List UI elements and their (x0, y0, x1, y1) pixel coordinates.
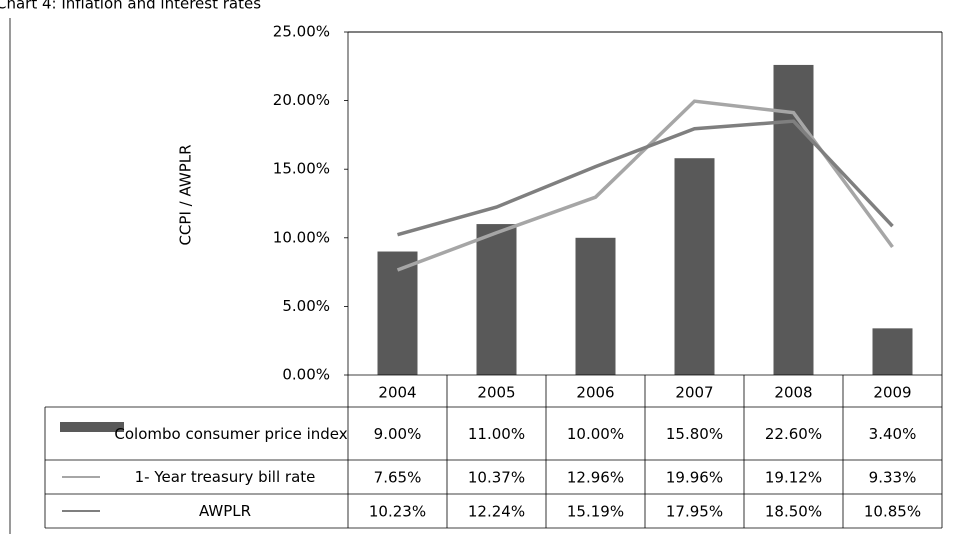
x-tick-label: 2009 (873, 384, 911, 402)
table-value: 10.85% (864, 503, 921, 521)
line (397, 119, 894, 237)
y-tick-label: 0.00% (282, 366, 330, 384)
y-tick-label: 20.00% (273, 91, 330, 109)
bar (377, 251, 418, 375)
bar (872, 328, 913, 375)
table-value: 17.95% (666, 503, 723, 521)
y-tick-label: 5.00% (282, 297, 330, 315)
table-value: 15.80% (666, 425, 723, 443)
legend-label-box: Colombo consumer price index (114, 424, 348, 443)
y-tick-label: 10.00% (273, 228, 330, 246)
y-tick-label: 15.00% (273, 160, 330, 178)
line (396, 99, 894, 272)
table-value: 3.40% (869, 425, 917, 443)
table-value: 15.19% (567, 503, 624, 521)
y-axis-label: CCPI / AWPLR (177, 144, 195, 245)
x-tick-label: 2007 (675, 384, 713, 402)
x-tick-label: 2004 (378, 384, 416, 402)
table-value: 19.12% (765, 469, 822, 487)
x-tick-label: 2008 (774, 384, 812, 402)
legend-label: Colombo consumer price index (114, 424, 348, 443)
legend-label: AWPLR (198, 502, 252, 520)
bar (575, 237, 616, 375)
chart-title: Chart 4: Inflation and interest rates (0, 0, 261, 13)
bar (674, 158, 715, 375)
table-value: 7.65% (374, 469, 422, 487)
y-tick-label: 25.00% (273, 23, 330, 41)
legend-key (60, 422, 124, 432)
x-tick-label: 2005 (477, 384, 515, 402)
table-value: 19.96% (666, 469, 723, 487)
bar (773, 64, 814, 375)
table-value: 10.00% (567, 425, 624, 443)
table-value: 11.00% (468, 425, 525, 443)
table-value: 9.33% (869, 469, 917, 487)
table-value: 12.24% (468, 503, 525, 521)
table-value: 12.96% (567, 469, 624, 487)
legend-label-box: AWPLR (198, 502, 252, 520)
bar (476, 224, 517, 375)
table-value: 22.60% (765, 425, 822, 443)
table-value: 9.00% (374, 425, 422, 443)
legend-label: 1- Year treasury bill rate (134, 468, 316, 486)
x-tick-label: 2006 (576, 384, 614, 402)
legend-label-box: 1- Year treasury bill rate (134, 468, 316, 486)
table-value: 10.37% (468, 469, 525, 487)
table-value: 10.23% (369, 503, 426, 521)
table-value: 18.50% (765, 503, 822, 521)
